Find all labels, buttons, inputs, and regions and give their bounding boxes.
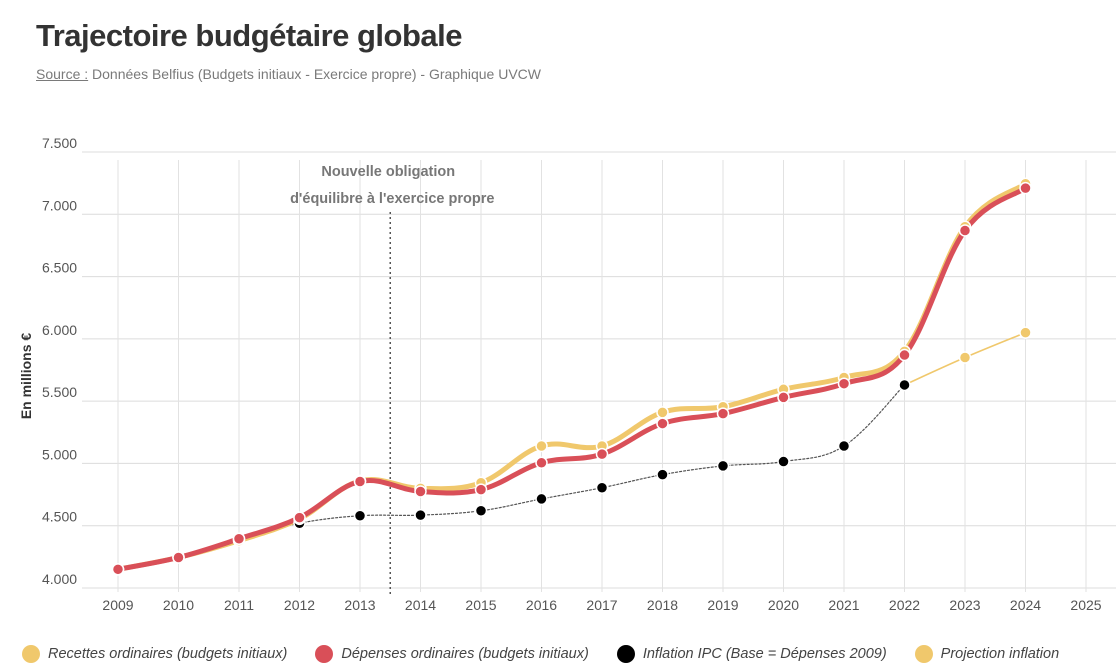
series-point-projection — [1019, 326, 1032, 339]
x-tick-label: 2015 — [465, 597, 496, 613]
source-label: Source : — [36, 66, 89, 82]
series-point-depenses — [595, 447, 609, 461]
series-point-depenses — [353, 475, 367, 488]
y-tick-label: 5.500 — [42, 384, 77, 400]
series-point-depenses — [958, 224, 972, 237]
y-tick-label: 6.500 — [42, 260, 77, 276]
series-point-depenses — [656, 417, 669, 430]
y-axis-label: En millions € — [18, 333, 34, 420]
series-point-depenses — [535, 456, 548, 470]
y-tick-label: 7.000 — [42, 197, 77, 213]
line-chart: 4.000 4.500 5.000 5.500 6.000 6.500 7.000 7.500… — [18, 135, 1116, 613]
series-point-depenses — [111, 563, 125, 576]
x-tick-label: 2024 — [1010, 597, 1041, 613]
y-tick-label: 4.000 — [42, 571, 77, 587]
x-tick-label: 2018 — [647, 597, 678, 613]
legend-item-recettes: Recettes ordinaires (budgets initiaux) — [22, 645, 287, 663]
x-axis: 2009 2010 2011 2012 2013 2014 2015 2016 2017 2018… — [102, 597, 1101, 613]
legend-marker-recettes — [22, 645, 40, 663]
series-point-inflation — [716, 459, 730, 473]
legend-item-projection: Projection inflation — [914, 645, 1060, 663]
legend-item-depenses: Dépenses ordinaires (budgets initiaux) — [315, 645, 589, 663]
x-tick-label: 2025 — [1070, 597, 1101, 613]
series-point-inflation — [837, 439, 851, 453]
x-tick-label: 2021 — [828, 597, 859, 613]
series-point-inflation — [353, 509, 367, 522]
series-point-depenses — [716, 407, 730, 420]
legend-marker-inflation — [616, 645, 635, 663]
x-tick-label: 2022 — [889, 597, 920, 613]
legend-item-inflation: Inflation IPC (Base = Dépenses 2009) — [616, 645, 887, 663]
series-point-depenses — [474, 483, 488, 496]
x-tick-label: 2010 — [163, 597, 194, 613]
chart-source: Source : Données Belfius (Budgets initia… — [36, 66, 541, 82]
x-tick-label: 2013 — [344, 597, 375, 613]
series-point-depenses — [232, 532, 246, 546]
y-tick-label: 7.500 — [42, 135, 77, 151]
series-point-depenses — [414, 485, 427, 498]
x-tick-label: 2012 — [284, 597, 315, 613]
series-point-depenses — [777, 391, 790, 404]
x-tick-label: 2023 — [949, 597, 980, 613]
series-point-inflation — [777, 455, 790, 468]
x-tick-label: 2016 — [526, 597, 557, 613]
x-tick-label: 2009 — [102, 597, 133, 613]
source-text: Données Belfius (Budgets initiaux - Exer… — [92, 66, 542, 82]
series-point-inflation — [595, 481, 609, 494]
series-point-depenses — [172, 551, 185, 564]
series-line-depenses — [115, 185, 1028, 572]
legend-label-recettes: Recettes ordinaires (budgets initiaux) — [48, 646, 288, 662]
x-tick-label: 2020 — [768, 597, 799, 613]
x-tick-label: 2014 — [405, 597, 436, 613]
y-tick-label: 6.000 — [42, 322, 77, 338]
chart-title: Trajectoire budgétaire globale — [36, 18, 463, 53]
series-point-depenses — [898, 348, 911, 362]
legend-marker-projection — [914, 645, 933, 663]
legend: Recettes ordinaires (budgets initiaux) D… — [22, 640, 1116, 668]
legend-label-depenses: Dépenses ordinaires (budgets initiaux) — [341, 646, 589, 662]
series-point-depenses — [1019, 181, 1032, 195]
series-point-inflation — [474, 504, 488, 518]
x-tick-label: 2017 — [586, 597, 617, 613]
series-point-inflation — [898, 378, 911, 392]
series-point-recettes — [535, 439, 548, 453]
legend-label-projection: Projection inflation — [940, 646, 1060, 662]
series-point-inflation — [414, 508, 427, 522]
series-line-recettes — [115, 181, 1028, 572]
x-tick-label: 2011 — [224, 597, 254, 613]
y-tick-label: 5.000 — [42, 446, 77, 462]
series-point-recettes — [656, 406, 669, 419]
series-point-depenses — [293, 511, 306, 524]
annotation-text-line2: d'équilibre à l'exercice propre — [290, 191, 494, 207]
series-point-inflation — [656, 468, 669, 481]
series-group — [111, 177, 1032, 576]
grid — [82, 151, 1116, 592]
legend-label-inflation: Inflation IPC (Base = Dépenses 2009) — [642, 646, 887, 662]
series-point-projection — [958, 351, 972, 364]
y-axis: 4.000 4.500 5.000 5.500 6.000 6.500 7.000 7.500 — [42, 135, 77, 587]
series-point-inflation — [535, 492, 548, 506]
annotation: Nouvelle obligation d'équilibre à l'exer… — [290, 164, 494, 596]
y-tick-label: 4.500 — [42, 509, 77, 525]
x-tick-label: 2019 — [707, 597, 738, 613]
legend-marker-depenses — [315, 645, 334, 663]
annotation-text-line1: Nouvelle obligation — [321, 164, 455, 180]
series-point-depenses — [837, 377, 851, 390]
